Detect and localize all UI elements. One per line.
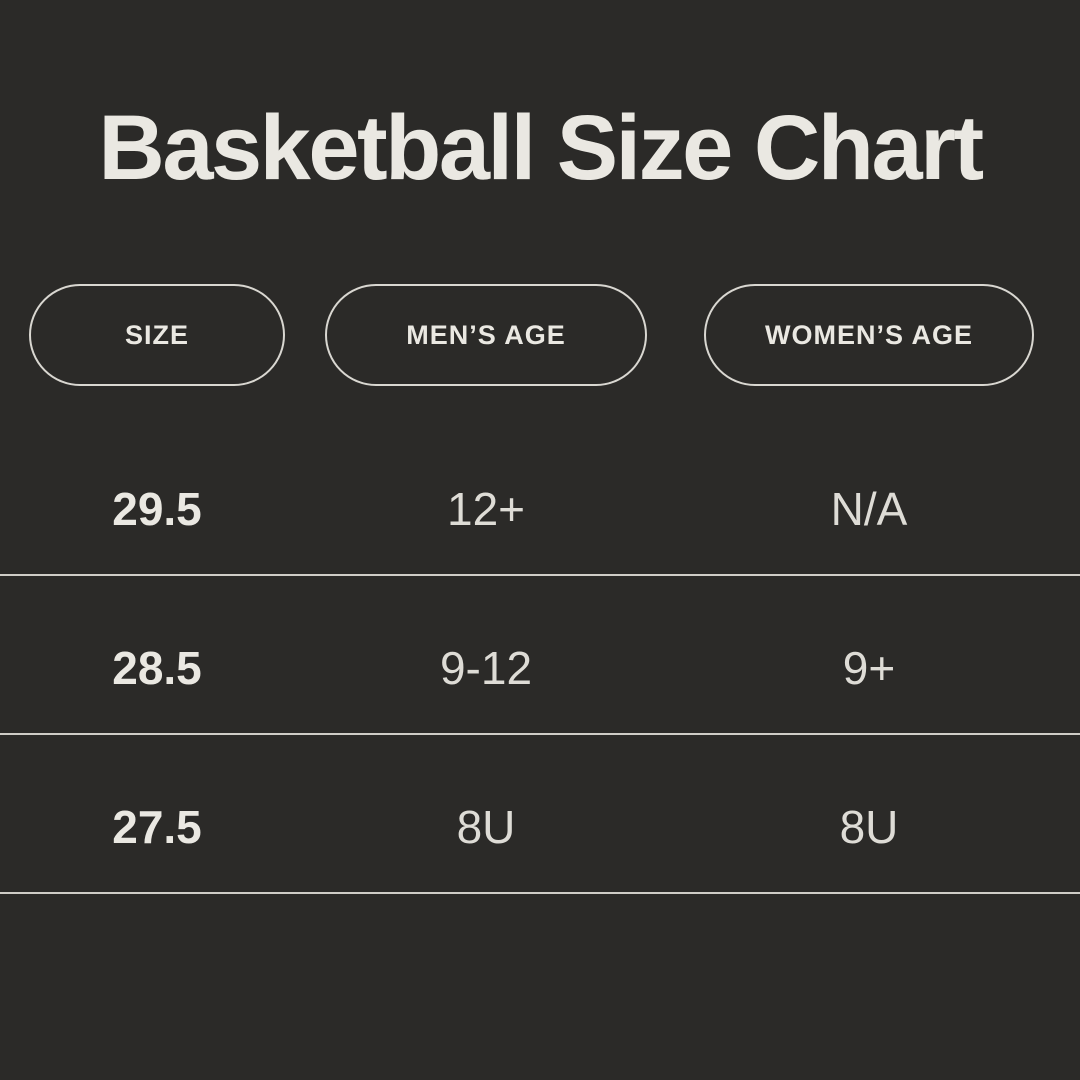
page-title: Basketball Size Chart [98,97,984,199]
table-header: SIZE MEN’S AGE WOMEN’S AGE [0,283,1080,387]
cell-mens-age: 8U [456,800,516,853]
cell-size: 28.5 [112,641,202,694]
column-header-mens-age-label: MEN’S AGE [406,319,566,350]
table-body: 29.5 12+ N/A 28.5 9-12 9+ 27.5 8U 8U [0,417,1080,894]
cell-womens-age: 9+ [842,641,896,694]
cell-mens-age: 9-12 [439,641,533,694]
column-header-womens-age: WOMEN’S AGE [704,284,1034,386]
cell-mens-age: 12+ [446,482,526,535]
column-header-womens-age-label: WOMEN’S AGE [764,319,973,350]
table-row: 27.5 8U 8U [0,735,1080,894]
cell-womens-age: N/A [830,482,908,535]
column-header-size: SIZE [29,284,285,386]
cell-size: 29.5 [112,482,202,535]
table-row: 28.5 9-12 9+ [0,576,1080,735]
column-header-mens-age: MEN’S AGE [325,284,647,386]
table-row: 29.5 12+ N/A [0,417,1080,576]
cell-size: 27.5 [112,800,202,853]
column-header-size-label: SIZE [124,319,189,350]
cell-womens-age: 8U [839,800,899,853]
